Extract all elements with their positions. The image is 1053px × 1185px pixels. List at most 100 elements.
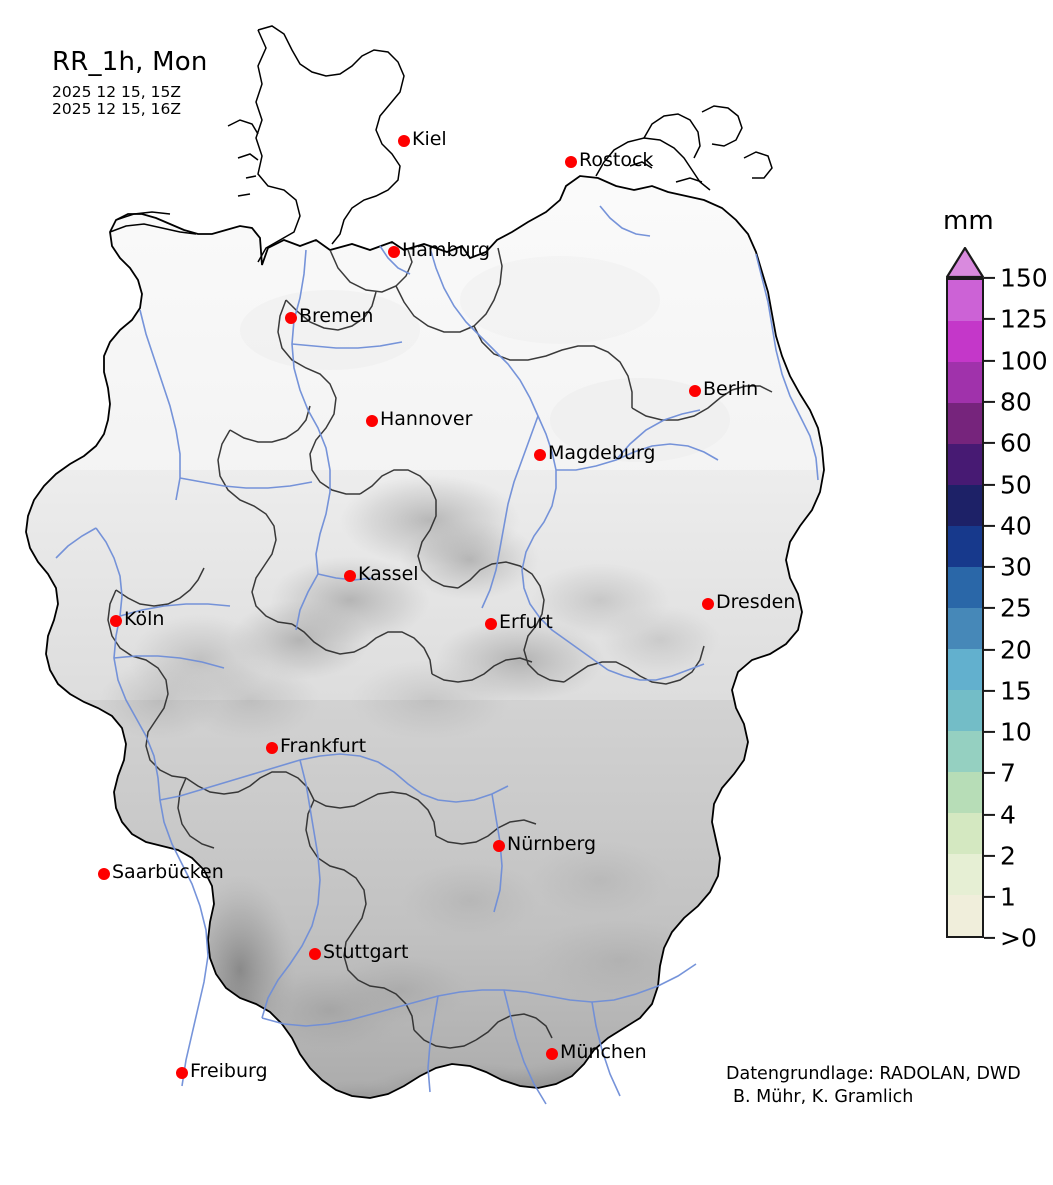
colorbar-band-1-2 — [948, 854, 982, 895]
colorbar-tick-label-25: 25 — [1000, 593, 1032, 623]
city-dot-icon — [493, 840, 505, 852]
colorbar-tick-mark-10 — [984, 730, 995, 734]
attribution-block: Datengrundlage: RADOLAN, DWD B. Mühr, K.… — [726, 1063, 1021, 1109]
city-label: Kassel — [358, 563, 419, 585]
colorbar-tick-label-60: 60 — [1000, 428, 1032, 458]
colorbar-tick-mark-15 — [984, 689, 995, 693]
page-title: RR_1h, Mon — [52, 47, 208, 77]
city-label: Rostock — [579, 149, 654, 171]
city-label: Hamburg — [402, 239, 491, 261]
colorbar-band-50-60 — [948, 444, 982, 485]
colorbar-over-arrow — [946, 247, 984, 278]
state-borders — [107, 247, 773, 1049]
city-dot-icon — [98, 868, 110, 880]
colorbar-tick-mark-7 — [984, 771, 995, 775]
colorbar-tick-label-1: 1 — [1000, 882, 1016, 912]
colorbar-tick-label-100: 100 — [1000, 346, 1048, 376]
colorbar-tick-label-15: 15 — [1000, 676, 1032, 706]
city-dot-icon — [565, 156, 577, 168]
colorbar-tick-mark-50 — [984, 483, 995, 487]
city-label: Kiel — [412, 128, 447, 150]
colorbar-band-60-80 — [948, 403, 982, 444]
colorbar-tick-mark-2 — [984, 854, 995, 858]
city-dot-icon — [309, 948, 321, 960]
colorbar-tick-mark-4 — [984, 813, 995, 817]
colorbar-tick-mark-40 — [984, 524, 995, 528]
city-label: Frankfurt — [280, 735, 367, 757]
germany-map-svg — [25, 25, 825, 1105]
city-label: Berlin — [703, 378, 759, 400]
colorbar-ticks: 150 125 100 80 60 50 40 30 25 20 15 10 7 4 2 1 >0 — [920, 0, 1053, 1185]
city-dot-icon — [176, 1067, 188, 1079]
colorbar-band->0-1 — [948, 895, 982, 936]
city-dot-icon — [702, 598, 714, 610]
colorbar: mm 150 125 100 80 60 50 40 30 25 20 15 10 7 4 2 1 >0 — [920, 0, 1053, 1185]
colorbar-tick-mark-1 — [984, 895, 995, 899]
city-dot-icon — [485, 618, 497, 630]
colorbar-tick-mark-150 — [984, 276, 995, 280]
authors-line: B. Mühr, K. Gramlich — [733, 1087, 914, 1108]
colorbar-band-100-125 — [948, 321, 982, 362]
city-label: Stuttgart — [323, 941, 409, 963]
city-label: Erfurt — [499, 611, 553, 633]
city-dot-icon — [534, 449, 546, 461]
city-dot-icon — [110, 615, 122, 627]
subtitle-line-end: 2025 12 15, 16Z — [52, 100, 181, 119]
data-source-line: Datengrundlage: RADOLAN, DWD — [726, 1064, 1021, 1084]
colorbar-tick-label-50: 50 — [1000, 470, 1032, 500]
city-dot-icon — [266, 742, 278, 754]
city-dot-icon — [546, 1048, 558, 1060]
city-label: Freiburg — [190, 1060, 268, 1082]
colorbar-tick-label-20: 20 — [1000, 635, 1032, 665]
colorbar-tick-mark-60 — [984, 441, 995, 445]
colorbar-tick-mark-100 — [984, 359, 995, 363]
colorbar-band-40-50 — [948, 485, 982, 526]
colorbar-band-7-10 — [948, 731, 982, 772]
colorbar-band-80-100 — [948, 362, 982, 403]
colorbar-tick-mark-125 — [984, 317, 995, 321]
city-dot-icon — [344, 570, 356, 582]
colorbar-tick-label-30: 30 — [1000, 552, 1032, 582]
colorbar-tick-label-10: 10 — [1000, 717, 1032, 747]
colorbar-band-25-30 — [948, 567, 982, 608]
colorbar-tick-label-7: 7 — [1000, 758, 1016, 788]
city-label: München — [560, 1041, 647, 1063]
precipitation-map[interactable]: Kiel Rostock Hamburg Bremen Berlin Hannover Ma… — [0, 0, 920, 1185]
rivers — [55, 205, 819, 1105]
colorbar-band-4-7 — [948, 772, 982, 813]
city-label: Bremen — [299, 305, 374, 327]
colorbar-tick-label->0: >0 — [1000, 923, 1037, 953]
city-label: Nürnberg — [507, 833, 597, 855]
neighbour-coastlines — [109, 25, 773, 263]
city-dot-icon — [398, 135, 410, 147]
city-label: Saarbücken — [112, 861, 224, 883]
national-border — [25, 175, 825, 1099]
city-label: Magdeburg — [548, 442, 656, 464]
colorbar-band-15-20 — [948, 649, 982, 690]
colorbar-tick-label-40: 40 — [1000, 511, 1032, 541]
colorbar-tick-label-2: 2 — [1000, 841, 1016, 871]
city-label: Hannover — [380, 408, 473, 430]
terrain-relief-layer — [26, 176, 824, 1098]
subtitle-block: 2025 12 15, 15Z 2025 12 15, 16Z — [52, 82, 208, 120]
colorbar-tick-label-4: 4 — [1000, 800, 1016, 830]
colorbar-tick-mark-30 — [984, 565, 995, 569]
city-label: Dresden — [716, 591, 796, 613]
colorbar-tick-mark-25 — [984, 606, 995, 610]
colorbar-band-20-25 — [948, 608, 982, 649]
colorbar-tick-mark-80 — [984, 400, 995, 404]
colorbar-band-125-150 — [948, 280, 982, 321]
city-dot-icon — [689, 385, 701, 397]
city-dot-icon — [285, 312, 297, 324]
colorbar-tick-label-80: 80 — [1000, 387, 1032, 417]
subtitle-line-start: 2025 12 15, 15Z — [52, 82, 181, 101]
city-label: Köln — [124, 608, 165, 630]
colorbar-band-10-15 — [948, 690, 982, 731]
colorbar-tick-label-150: 150 — [1000, 263, 1048, 293]
title-block: RR_1h, Mon 2025 12 15, 15Z 2025 12 15, 1… — [52, 48, 208, 119]
city-dot-icon — [366, 415, 378, 427]
colorbar-band-2-4 — [948, 813, 982, 854]
colorbar-tick-label-125: 125 — [1000, 304, 1048, 334]
colorbar-bands[interactable] — [946, 278, 984, 938]
